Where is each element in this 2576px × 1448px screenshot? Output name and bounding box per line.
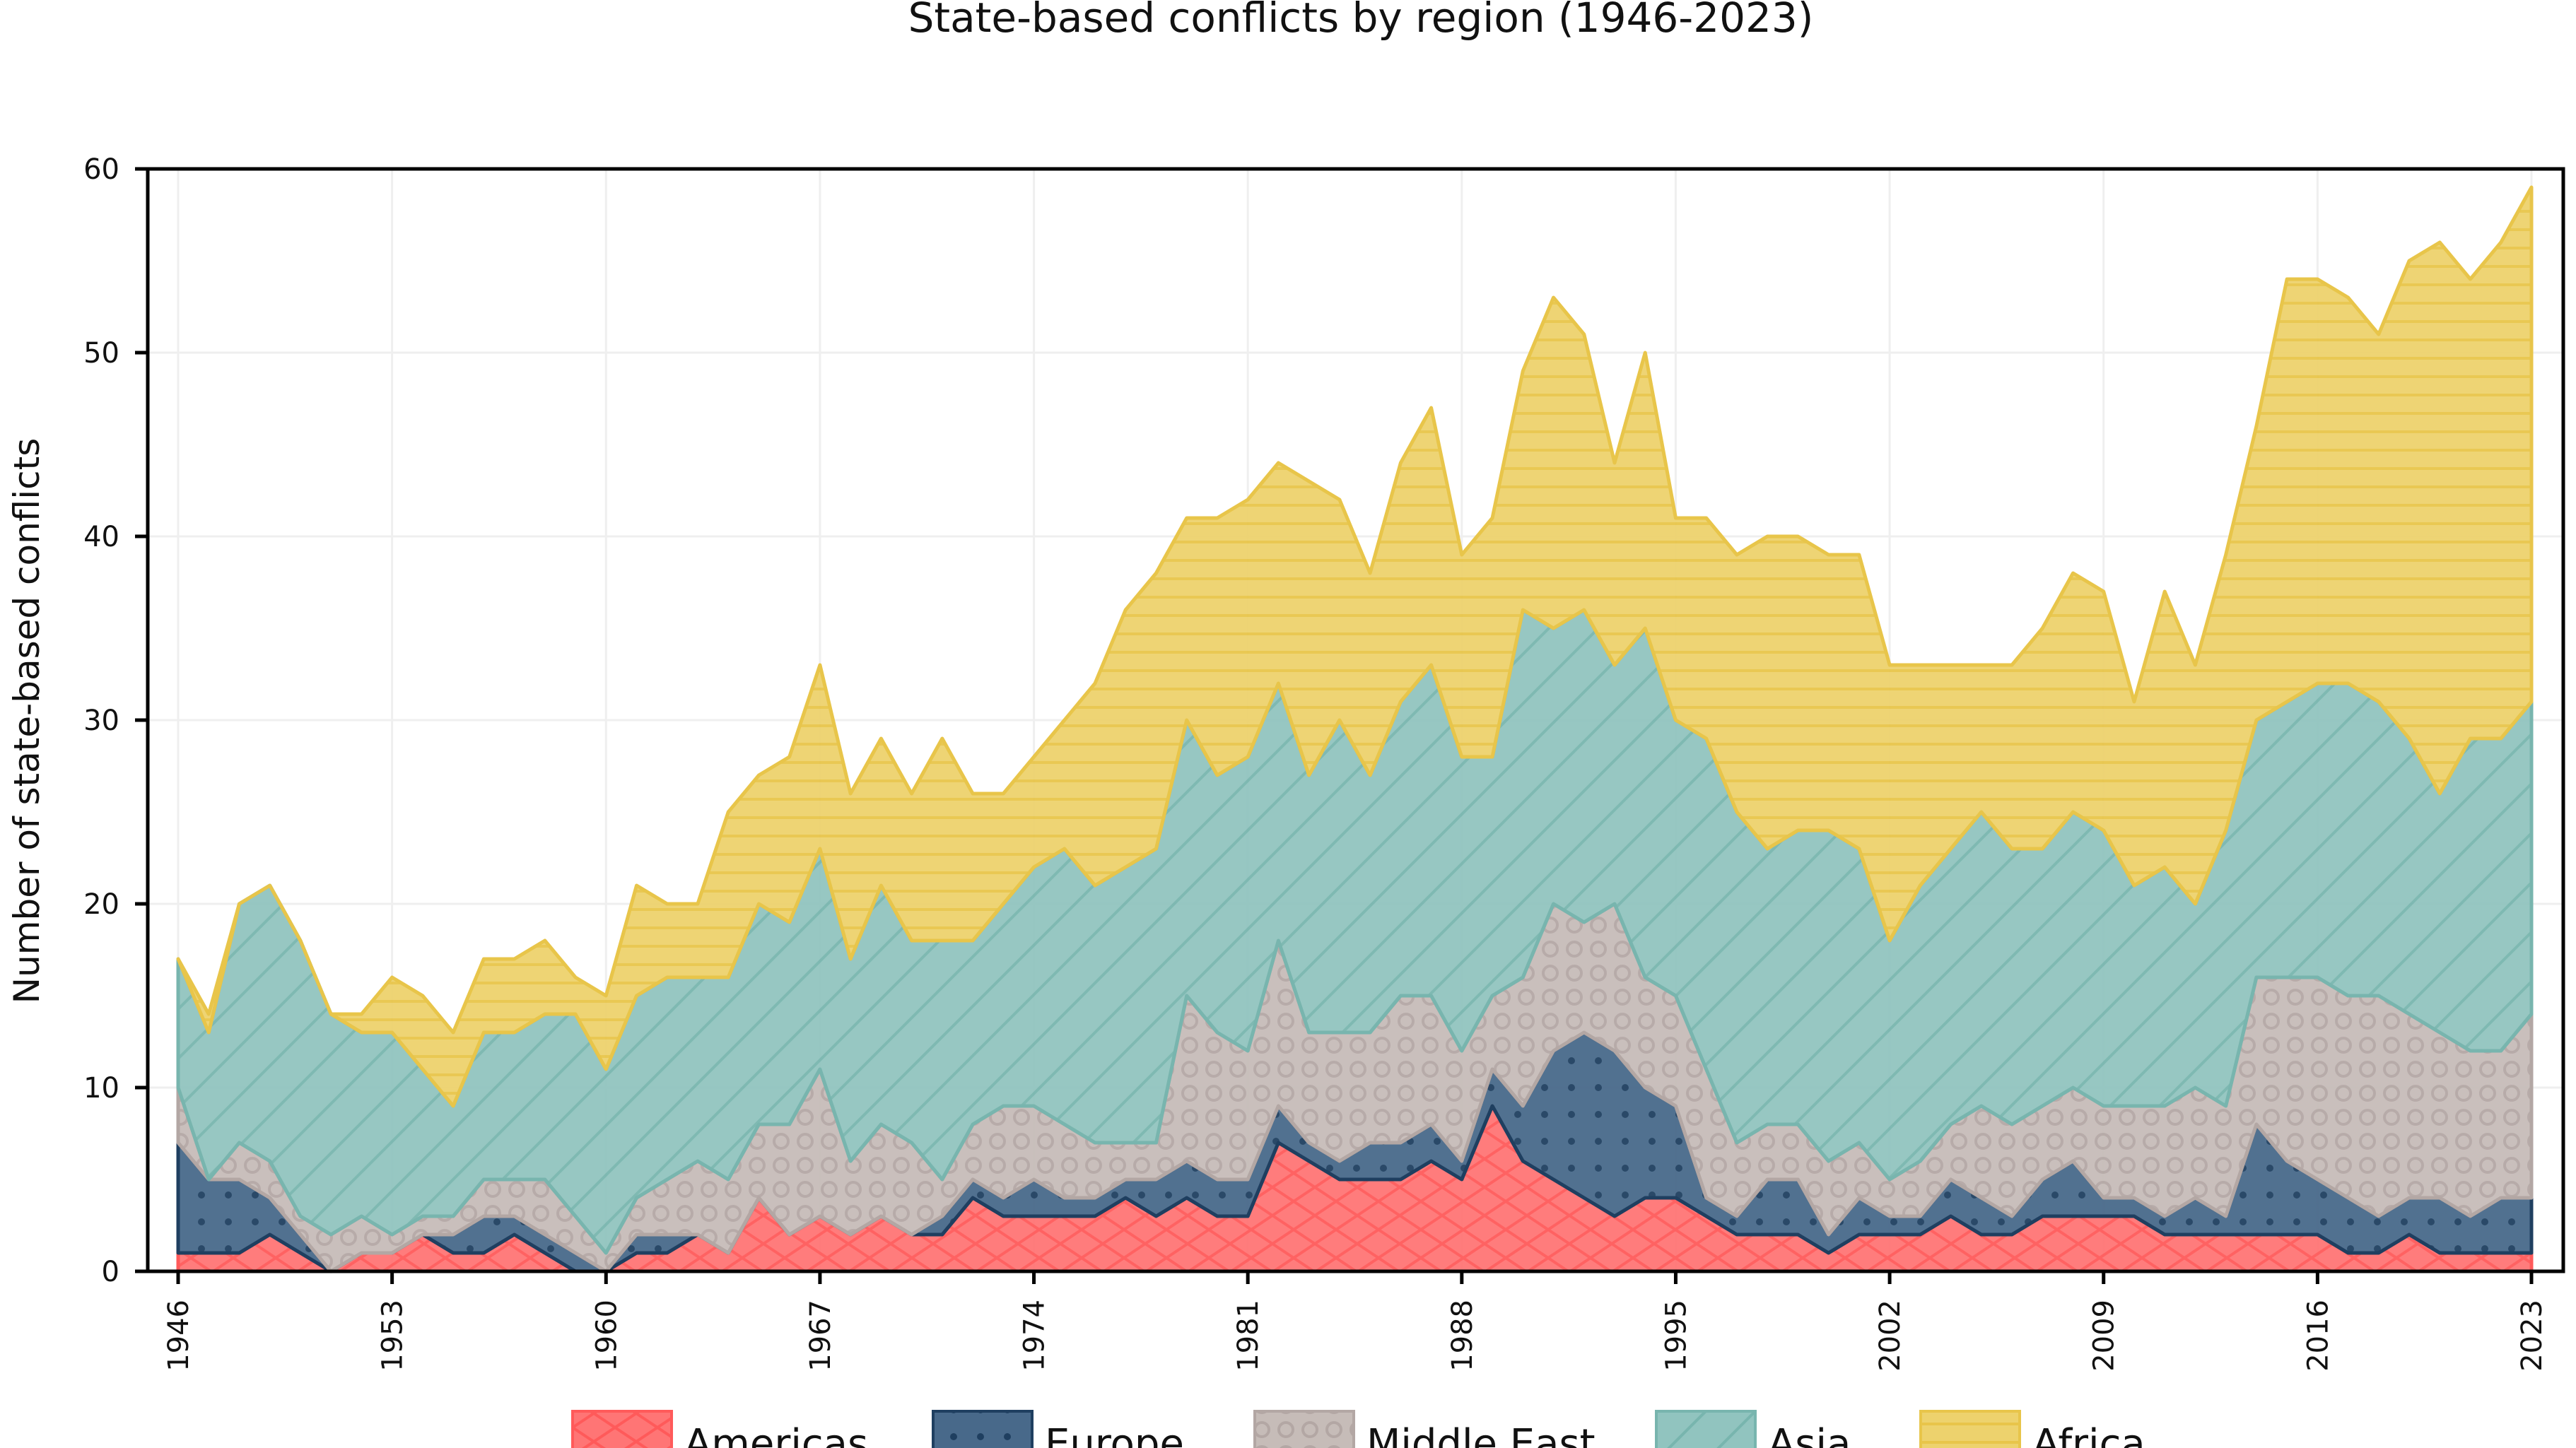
y-axis-label: Number of state-based conflicts <box>6 438 47 1004</box>
x-tick-label: 2002 <box>1874 1300 1907 1372</box>
legend-swatch-europe <box>932 1410 1034 1448</box>
x-tick-label: 1974 <box>1019 1300 1051 1372</box>
legend-swatch-middle-east <box>1253 1410 1355 1448</box>
legend-item-middle-east: Middle East <box>1253 1410 1596 1448</box>
legend-item-asia: Asia <box>1655 1410 1851 1448</box>
legend-label: Africa <box>2032 1421 2145 1448</box>
legend-label: Middle East <box>1366 1421 1596 1448</box>
area-africa <box>176 185 2534 1108</box>
x-tick-label: 1953 <box>377 1300 409 1372</box>
axes: 0 10 20 30 40 50 60 1946 1953 1960 1967 1974 1981 198… <box>83 153 2565 1372</box>
y-tick-label: 60 <box>83 153 119 186</box>
legend-label: Americas <box>684 1421 868 1448</box>
y-tick-label: 50 <box>83 337 119 370</box>
legend-item-americas: Americas <box>571 1410 868 1448</box>
legend-swatch-asia <box>1655 1410 1757 1448</box>
y-tick-label: 20 <box>83 888 119 921</box>
x-tick-label: 1995 <box>1660 1300 1692 1372</box>
legend-label: Asia <box>1768 1421 1851 1448</box>
legend-item-europe: Europe <box>932 1410 1184 1448</box>
y-tick-label: 40 <box>83 521 119 553</box>
legend-swatch-americas <box>571 1410 673 1448</box>
x-tick-label: 1981 <box>1232 1300 1265 1372</box>
legend-swatch-africa <box>1919 1410 2021 1448</box>
y-tick-label: 0 <box>102 1256 119 1288</box>
chart-title: State-based conflicts by region (1946-20… <box>908 0 1814 42</box>
x-tick-label: 1946 <box>163 1300 195 1372</box>
x-tick-label: 2016 <box>2302 1300 2334 1372</box>
plot-frame <box>146 167 2565 1273</box>
legend: Americas Europe Middle East Asia Africa <box>571 1410 2145 1448</box>
legend-item-africa: Africa <box>1919 1410 2145 1448</box>
y-tick-label: 30 <box>83 705 119 737</box>
x-tick-label: 1988 <box>1446 1300 1479 1372</box>
x-tick-label: 2009 <box>2088 1300 2121 1372</box>
x-tick-label: 2023 <box>2516 1300 2548 1372</box>
legend-label: Europe <box>1045 1421 1184 1448</box>
area-series <box>176 185 2534 1273</box>
x-tick-label: 1960 <box>590 1300 623 1372</box>
y-tick-label: 10 <box>83 1072 119 1105</box>
x-tick-label: 1967 <box>804 1300 837 1372</box>
